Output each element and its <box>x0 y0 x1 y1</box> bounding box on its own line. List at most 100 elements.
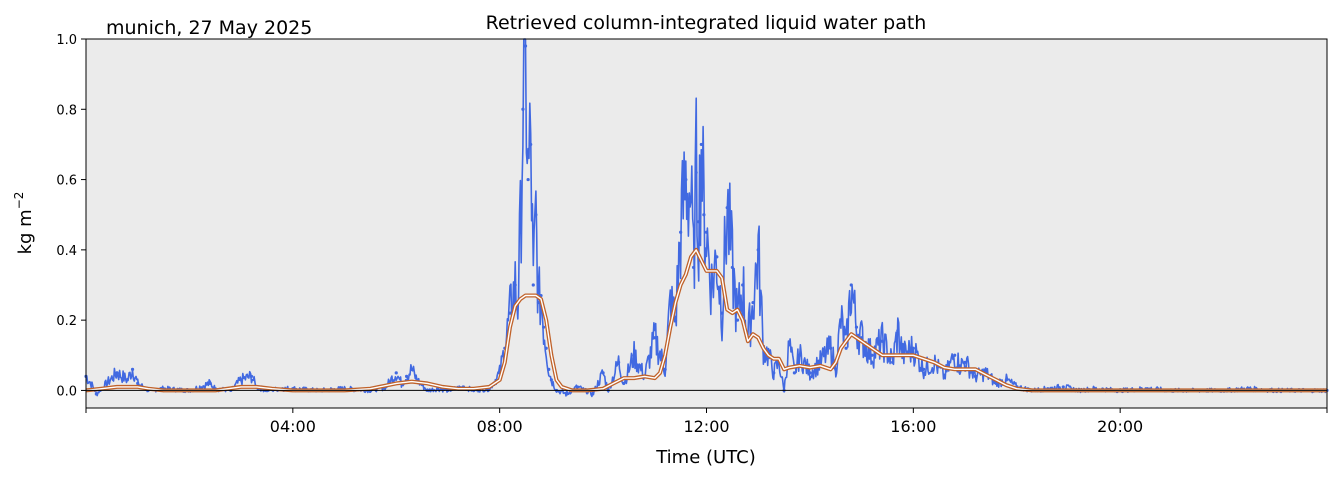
raw-data-point <box>694 170 698 175</box>
raw-data-point <box>679 230 683 234</box>
y-tick-label: 0.4 <box>56 244 77 259</box>
raw-data-point <box>542 325 546 329</box>
raw-data-point <box>720 311 724 315</box>
raw-data-point <box>834 367 838 371</box>
raw-data-point <box>702 213 706 217</box>
raw-data-point <box>591 392 595 396</box>
x-tick-label: 12:00 <box>683 417 729 436</box>
raw-data-point <box>601 371 605 375</box>
raw-data-point <box>673 318 678 322</box>
raw-data-point <box>797 353 802 357</box>
y-axis-title: kg m−2 <box>12 192 36 255</box>
series-layer <box>84 38 1329 398</box>
raw-data-point <box>973 374 977 378</box>
raw-data-point <box>725 206 729 210</box>
raw-data-point <box>632 353 636 357</box>
raw-data-point <box>715 255 719 259</box>
raw-data-point <box>710 283 714 287</box>
raw-data-point <box>94 392 98 396</box>
raw-data-point <box>394 371 398 375</box>
raw-data-point <box>756 248 760 252</box>
raw-data-point <box>922 367 926 371</box>
x-axis-ticks: 04:00 08:00 12:00 16:00 20:00 <box>85 408 1328 436</box>
raw-data-point <box>404 374 409 378</box>
raw-data-point <box>508 311 512 315</box>
raw-data-point <box>526 177 530 182</box>
raw-data-point <box>704 230 709 234</box>
raw-data-point <box>699 142 703 147</box>
raw-data-point <box>880 339 884 343</box>
raw-data-point <box>735 318 740 322</box>
raw-data-point <box>523 44 528 48</box>
y-axis-title-superscript: −2 <box>12 192 26 210</box>
y-tick-label: 0.0 <box>56 384 77 399</box>
y-axis-title-main: kg m <box>15 209 36 254</box>
raw-data-point <box>911 346 915 350</box>
raw-data-point <box>741 283 745 287</box>
chart-subtitle: munich, 27 May 2025 <box>106 17 312 39</box>
raw-data-point <box>105 381 109 385</box>
raw-data-point <box>772 371 776 375</box>
smoothed-lwp-line <box>85 249 1327 392</box>
x-tick-label: 16:00 <box>890 417 936 436</box>
raw-data-point <box>513 283 517 287</box>
raw-data-point <box>1004 378 1009 382</box>
raw-data-point <box>653 336 657 340</box>
raw-data-point <box>521 107 525 111</box>
raw-data-point <box>684 177 688 182</box>
y-tick-label: 1.0 <box>56 33 77 48</box>
raw-data-point <box>616 360 621 364</box>
raw-data-point <box>249 374 254 378</box>
x-tick-label: 08:00 <box>477 417 523 436</box>
raw-data-point <box>994 381 998 385</box>
x-tick-label: 20:00 <box>1097 417 1143 436</box>
raw-data-point <box>547 367 551 371</box>
raw-data-point <box>787 343 791 347</box>
raw-data-point <box>544 346 548 350</box>
raw-data-point <box>1061 385 1065 389</box>
raw-data-point <box>130 367 135 371</box>
raw-data-point <box>663 367 667 371</box>
chart-title: Retrieved column-integrated liquid water… <box>486 12 927 34</box>
raw-data-point <box>565 392 569 396</box>
raw-data-point <box>730 265 734 270</box>
raw-data-point <box>239 378 243 382</box>
raw-data-point <box>697 220 701 224</box>
raw-data-point <box>668 300 672 305</box>
raw-data-point <box>622 381 626 385</box>
raw-data-point <box>958 364 962 368</box>
raw-data-point <box>942 374 946 378</box>
raw-data-point <box>115 371 119 375</box>
raw-data-point <box>536 300 541 305</box>
raw-data-point <box>792 371 797 375</box>
raw-data-point <box>575 385 579 389</box>
raw-data-point <box>125 378 129 382</box>
y-tick-label: 0.2 <box>56 314 77 329</box>
plot-background <box>86 39 1327 408</box>
raw-data-point <box>410 367 414 371</box>
y-tick-label: 0.6 <box>56 174 77 189</box>
raw-data-point <box>849 283 853 287</box>
raw-data-point <box>549 378 553 382</box>
raw-data-point <box>751 300 755 305</box>
raw-data-point <box>870 353 874 357</box>
raw-data-point <box>529 142 533 147</box>
raw-data-point <box>953 353 957 357</box>
raw-data-point <box>829 346 833 350</box>
raw-data-point <box>534 213 538 217</box>
raw-data-point <box>818 360 822 364</box>
raw-data-point <box>896 329 900 333</box>
raw-data-point <box>208 381 212 385</box>
raw-data-point <box>854 325 859 329</box>
raw-data-point <box>844 346 848 350</box>
y-tick-label: 0.8 <box>56 103 77 118</box>
raw-data-point <box>89 381 93 385</box>
x-tick-label: 04:00 <box>270 417 316 436</box>
raw-data-point <box>518 230 522 234</box>
raw-data-point <box>689 195 693 199</box>
raw-data-point <box>531 283 535 287</box>
raw-data-point <box>691 265 696 270</box>
y-axis-ticks: 0.0 0.2 0.4 0.6 0.8 1.0 <box>56 33 86 399</box>
raw-data-point <box>136 381 140 385</box>
